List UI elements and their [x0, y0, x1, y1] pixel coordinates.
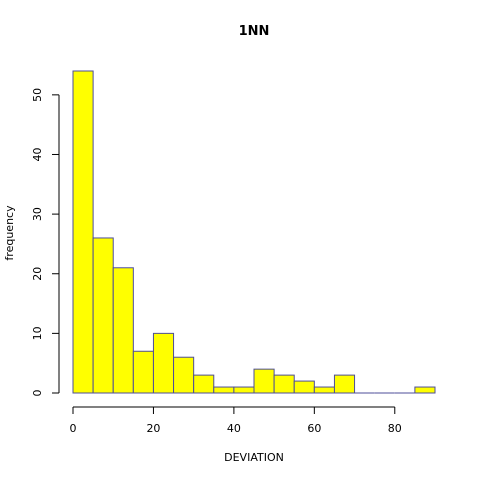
- histogram-bar: [132, 350, 154, 394]
- histogram-bar: [293, 380, 315, 394]
- chart-title: 1NN: [239, 24, 270, 39]
- y-axis: 0 10 20 30 40 50: [31, 88, 60, 397]
- histogram-bar: [112, 267, 134, 394]
- histogram-bar: [213, 386, 235, 394]
- histogram-bar: [193, 374, 215, 394]
- y-axis-label: frequency: [3, 205, 16, 261]
- y-tick-label: 40: [31, 147, 44, 161]
- histogram-bar: [313, 386, 335, 394]
- histogram-bar: [273, 374, 295, 394]
- histogram-bar: [233, 386, 255, 394]
- bars-group: [72, 70, 436, 394]
- x-axis: 0 20 40 60 80: [70, 406, 402, 435]
- y-tick-label: 0: [31, 390, 44, 397]
- x-tick-label: 0: [70, 422, 77, 435]
- histogram-bar: [92, 237, 114, 394]
- histogram-bar: [414, 386, 436, 394]
- x-tick-label: 40: [227, 422, 241, 435]
- histogram-bar: [333, 374, 356, 394]
- y-tick-label: 50: [31, 88, 44, 102]
- y-tick-label: 30: [31, 207, 44, 221]
- x-tick-label: 60: [307, 422, 321, 435]
- y-tick-label: 20: [31, 267, 44, 281]
- histogram-bar: [152, 332, 175, 394]
- histogram-bar: [253, 368, 275, 394]
- x-tick-label: 80: [388, 422, 402, 435]
- x-axis-label: DEVIATION: [224, 451, 284, 464]
- y-tick-label: 10: [31, 326, 44, 340]
- histogram-bar: [72, 70, 94, 394]
- histogram-bar: [173, 356, 195, 394]
- x-tick-label: 20: [146, 422, 160, 435]
